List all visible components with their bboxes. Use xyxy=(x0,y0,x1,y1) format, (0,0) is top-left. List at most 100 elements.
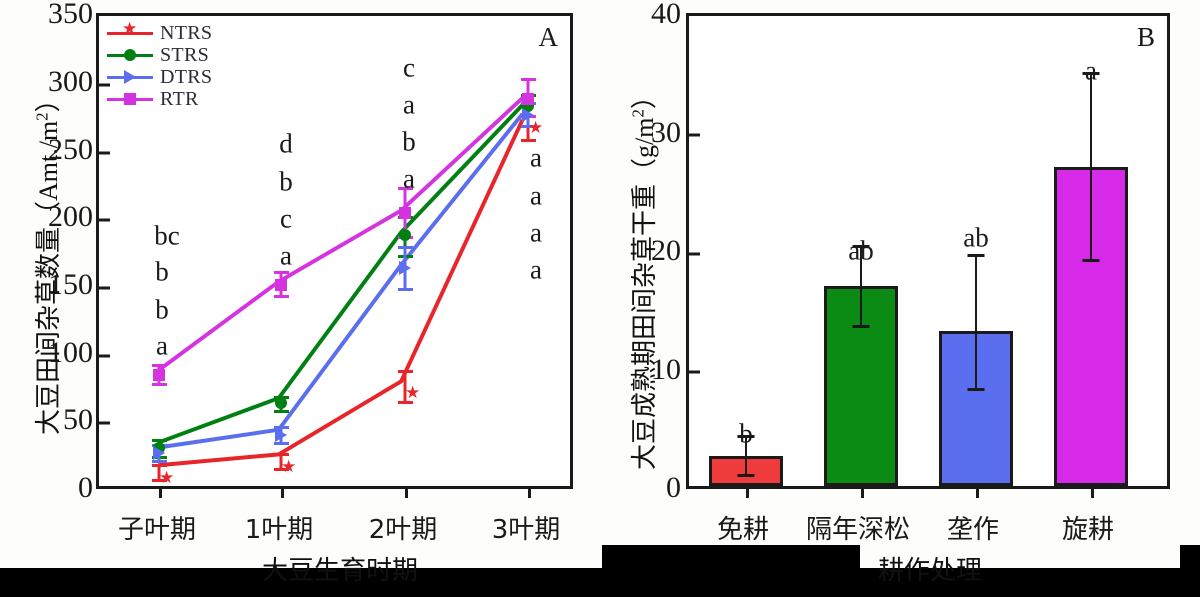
legend-label-ntrs: NTRS xyxy=(160,21,213,44)
panel-a-letter: A xyxy=(538,22,559,52)
data-point-strs[interactable] xyxy=(399,229,411,241)
panel-b-ytick-label: 40 xyxy=(651,0,681,30)
panel-a-ytick-label: 300 xyxy=(48,65,93,98)
panel-a-ytick-label: 350 xyxy=(48,0,93,30)
panel-a-ytick-label: 150 xyxy=(48,268,93,301)
tick-mark xyxy=(689,252,700,256)
page-bg-caption-a xyxy=(232,540,602,568)
legend-label-rtr: RTR xyxy=(160,87,199,110)
tick-mark xyxy=(528,486,531,498)
series-line-strs xyxy=(157,103,525,445)
tick-mark xyxy=(976,486,979,498)
data-point-dtrs[interactable] xyxy=(522,108,534,122)
legend-item-rtr[interactable]: RTR xyxy=(107,88,212,110)
significance-letter: c xyxy=(403,52,415,83)
panel-a-ytick-label: 50 xyxy=(63,403,93,436)
error-bar xyxy=(397,370,413,404)
legend-label-dtrs: DTRS xyxy=(160,65,213,88)
bar-significance-letter: ab xyxy=(848,235,874,266)
square-icon xyxy=(124,93,136,105)
panel-a: 大豆田间杂草数量（Amt./m2） 350 300 250 200 150 10… xyxy=(0,0,573,597)
significance-letter: b xyxy=(155,294,169,325)
panel-a-xtick-label: 1叶期 xyxy=(244,515,314,545)
tick-mark xyxy=(405,486,408,498)
tick-mark xyxy=(689,370,700,374)
legend-item-ntrs[interactable]: ★ NTRS xyxy=(107,20,213,44)
tick-mark xyxy=(99,286,110,290)
tick-mark xyxy=(861,486,864,498)
data-point-rtr[interactable] xyxy=(153,369,165,381)
tick-mark xyxy=(159,486,162,498)
significance-letter: b xyxy=(155,256,169,287)
panel-a-x-axis-title: 大豆生育时期 xyxy=(261,556,419,586)
panel-a-xtick-label: 子叶期 xyxy=(117,515,197,545)
data-point-strs[interactable] xyxy=(275,397,287,409)
bar-error-bar xyxy=(737,435,755,477)
tick-mark xyxy=(281,486,284,498)
panel-b-ytick-label: 0 xyxy=(666,471,681,504)
panel-a-series-lines xyxy=(157,96,525,468)
data-point-rtr[interactable] xyxy=(399,207,411,219)
tick-mark xyxy=(99,354,110,358)
legend-item-dtrs[interactable]: DTRS xyxy=(107,66,212,88)
panel-b-ytick-label: 30 xyxy=(651,116,681,149)
legend-swatch-rtr xyxy=(107,90,153,108)
significance-letter: a xyxy=(530,180,542,211)
panel-a-ytick-label: 0 xyxy=(78,471,93,504)
bar-error-bar xyxy=(967,254,985,391)
tick-mark xyxy=(99,151,110,155)
tick-mark xyxy=(746,486,749,498)
legend-swatch-strs xyxy=(107,46,153,64)
data-point-dtrs[interactable] xyxy=(399,261,411,275)
significance-letter: bc xyxy=(154,220,180,251)
panel-b-letter: B xyxy=(1136,22,1155,52)
legend-swatch-ntrs: ★ xyxy=(107,20,153,42)
legend-item-strs[interactable]: STRS xyxy=(107,44,212,66)
series-line-rtr xyxy=(157,96,524,373)
legend-swatch-dtrs xyxy=(107,68,153,86)
significance-letter: b xyxy=(402,126,416,157)
bar-significance-letter: b xyxy=(739,418,753,449)
panel-a-xtick-label: 3叶期 xyxy=(491,515,561,545)
significance-letter: a xyxy=(403,89,415,120)
data-point-rtr[interactable] xyxy=(275,279,287,291)
series-line-dtrs xyxy=(157,112,525,450)
panel-a-y-ticks: 350 300 250 200 150 100 50 0 xyxy=(0,0,93,597)
data-point-dtrs[interactable] xyxy=(275,428,287,442)
significance-letter: d xyxy=(279,128,293,159)
circle-icon xyxy=(124,49,136,61)
panel-a-ytick-label: 250 xyxy=(48,133,93,166)
bar-significance-letter: a xyxy=(1085,55,1097,86)
error-bar xyxy=(273,453,289,471)
significance-letter: c xyxy=(280,203,292,234)
tick-mark xyxy=(99,421,110,425)
significance-letter: a xyxy=(403,163,415,194)
panel-b-x-axis-title: 耕作处理 xyxy=(877,556,983,586)
panel-b-ytick-label: 20 xyxy=(651,234,681,267)
panel-b-ytick-label: 10 xyxy=(651,353,681,386)
panel-b-xtick-label: 隔年深松 xyxy=(805,515,911,545)
triangle-right-icon xyxy=(124,70,136,84)
data-point-dtrs[interactable] xyxy=(153,446,165,460)
data-point-rtr[interactable] xyxy=(522,93,534,105)
panel-b-xtick-label: 免耕 xyxy=(716,515,770,545)
panel-a-ytick-label: 200 xyxy=(48,200,93,233)
panel-b-y-ticks: 40 30 20 10 0 xyxy=(600,0,681,597)
tick-mark xyxy=(99,83,110,87)
panel-a-plot-area: A ★ NTRS STRS xyxy=(96,13,573,498)
panel-a-xtick-label: 2叶期 xyxy=(368,515,438,545)
panel-b-xtick-label: 旋耕 xyxy=(1061,515,1115,545)
series-line-ntrs xyxy=(158,118,525,468)
significance-letter: a xyxy=(530,217,542,248)
bar-error-bar xyxy=(852,245,870,328)
significance-letter: a xyxy=(280,240,292,271)
tick-mark xyxy=(1091,486,1094,498)
tick-mark xyxy=(689,133,700,137)
panel-b-plot-area: B b ab ab a xyxy=(686,13,1170,498)
significance-letter: a xyxy=(156,330,168,361)
significance-letter: b xyxy=(279,166,293,197)
significance-letter: a xyxy=(530,142,542,173)
bar-significance-letter: ab xyxy=(963,222,989,253)
error-bar xyxy=(151,464,167,482)
panel-b: 大豆成熟期田间杂草干重（g/m2） 40 30 20 10 0 B xyxy=(600,0,1200,597)
